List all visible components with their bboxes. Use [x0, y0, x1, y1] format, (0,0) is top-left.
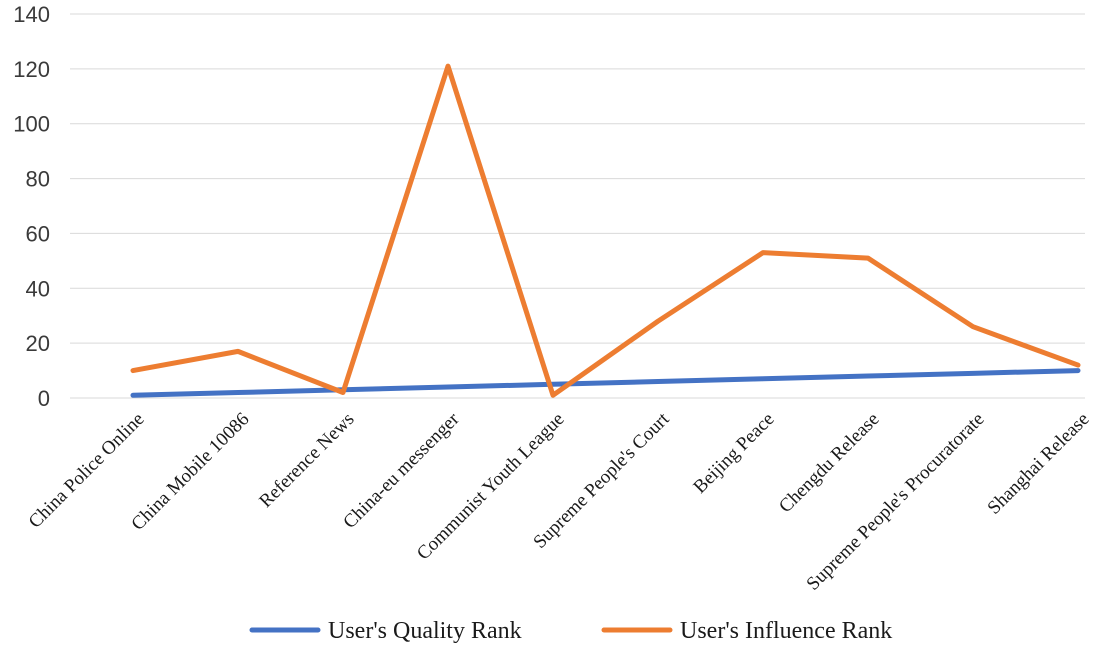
y-tick-label: 0 — [38, 386, 50, 411]
legend-label-influence: User's Influence Rank — [680, 618, 892, 644]
y-tick-label: 120 — [13, 57, 50, 82]
series-line-influence-rank — [130, 63, 1081, 398]
y-tick-label: 140 — [13, 2, 50, 27]
y-tick-label: 60 — [26, 221, 50, 246]
y-tick-label: 40 — [26, 276, 50, 301]
gridlines — [70, 13, 1085, 399]
x-tick-label: Shanghai Release — [984, 409, 1094, 519]
y-tick-label: 20 — [26, 331, 50, 356]
series-lines — [130, 63, 1081, 398]
x-tick-label: China Mobile 10086 — [127, 409, 253, 535]
x-tick-label: Reference News — [255, 409, 358, 512]
legend: User's Quality Rank User's Influence Ran… — [249, 618, 892, 644]
y-tick-label: 80 — [26, 167, 50, 192]
x-tick-label: Supreme People's Procuratorate — [803, 409, 989, 595]
y-tick-label: 100 — [13, 112, 50, 137]
x-tick-label: Chengdu Release — [775, 409, 883, 517]
legend-label-quality: User's Quality Rank — [328, 618, 522, 644]
x-tick-label: Beijing Peace — [689, 409, 778, 498]
x-tick-label: China Police Online — [25, 409, 149, 533]
y-axis-tick-labels: 0 20 40 60 80 100 120 140 — [13, 2, 50, 411]
series-line-quality-rank — [130, 368, 1081, 398]
x-tick-label: China-eu messenger — [339, 408, 464, 533]
